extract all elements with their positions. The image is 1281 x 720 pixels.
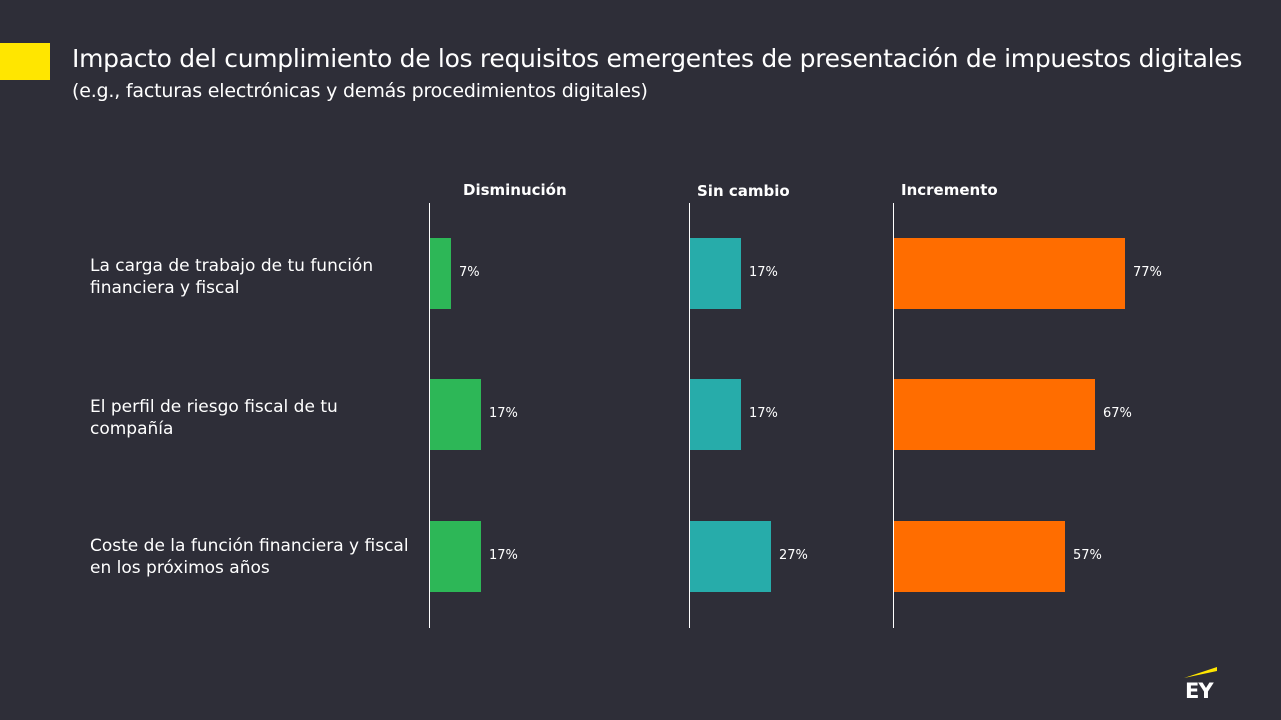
category-label: El perfil de riesgo fiscal de tu compañí… (90, 397, 338, 439)
bar (894, 521, 1065, 592)
bar (894, 379, 1095, 450)
title-main: Impacto del cumplimiento de los requisit… (72, 44, 1243, 73)
bar (430, 379, 481, 450)
bar (690, 379, 741, 450)
data-label: 27% (779, 548, 808, 563)
bar (894, 238, 1125, 309)
ey-logo-text: EY (1185, 679, 1214, 703)
panel-axis-line (429, 203, 430, 628)
panel-axis-line (689, 203, 690, 628)
data-label: 17% (489, 406, 518, 421)
ey-beam-icon (1184, 667, 1217, 678)
data-label: 17% (749, 265, 778, 280)
title-accent-block (0, 43, 50, 80)
data-label: 17% (489, 548, 518, 563)
data-label: 77% (1133, 265, 1162, 280)
bar (690, 238, 741, 309)
bar (430, 521, 481, 592)
bar (690, 521, 771, 592)
bar (430, 238, 451, 309)
ey-logo: EY (1182, 665, 1222, 705)
data-label: 67% (1103, 406, 1132, 421)
data-label: 57% (1073, 548, 1102, 563)
page-title: Impacto del cumplimiento de los requisit… (72, 44, 1252, 106)
panel-header-1: Sin cambio (697, 182, 790, 200)
panel-axis-line (893, 203, 894, 628)
data-label: 7% (459, 265, 480, 280)
title-subtitle: (e.g., facturas electrónicas y demás pro… (72, 80, 648, 102)
category-label: La carga de trabajo de tu función financ… (90, 256, 374, 298)
data-label: 17% (749, 406, 778, 421)
category-label: Coste de la función financiera y fiscal … (90, 536, 409, 578)
panel-header-0: Disminución (463, 181, 567, 199)
panel-header-2: Incremento (901, 181, 998, 199)
